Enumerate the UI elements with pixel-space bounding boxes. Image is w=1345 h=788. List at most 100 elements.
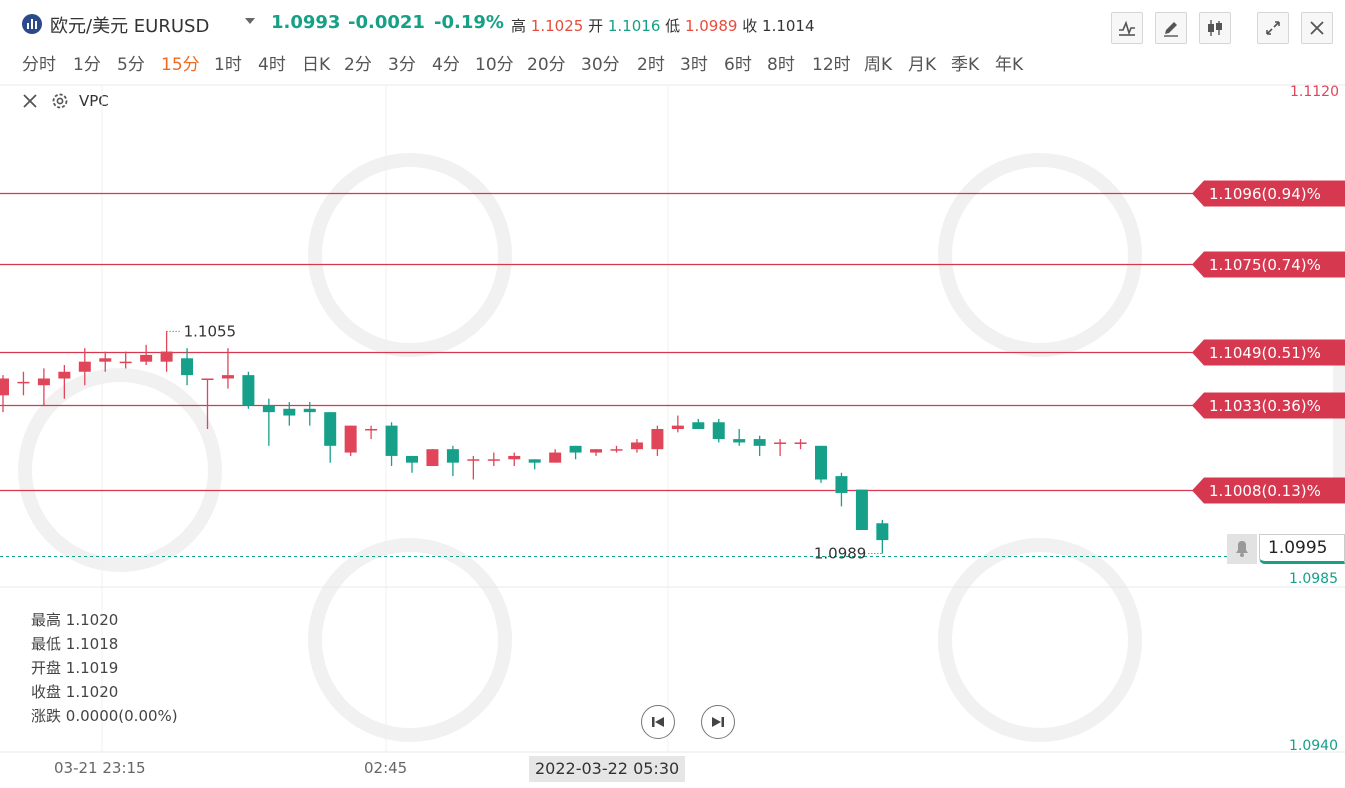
- candle-body-36: [733, 439, 746, 443]
- info-high-label: 最高: [31, 611, 62, 629]
- candle-body-41: [835, 476, 848, 493]
- interval-20[interactable]: 季K: [951, 55, 980, 75]
- open-label: 开: [588, 17, 604, 35]
- info-change-value: 0.0000(0.00%): [65, 707, 178, 725]
- price-axis-mid: 1.0985: [1289, 571, 1338, 587]
- candle-body-38: [774, 442, 787, 444]
- candle-body-30: [610, 449, 623, 451]
- indicator-button[interactable]: [1111, 12, 1143, 44]
- candle-body-12: [242, 375, 255, 406]
- interval-4[interactable]: 1时: [214, 55, 242, 75]
- candle-body-42: [855, 489, 868, 530]
- candle-body-34: [692, 422, 705, 429]
- price-change-pct: -0.19%: [434, 12, 504, 33]
- candle-style-button[interactable]: [1199, 12, 1231, 44]
- scroll-handle: [1333, 365, 1345, 485]
- gear-icon[interactable]: [50, 91, 70, 111]
- candle-body-31: [630, 442, 643, 450]
- interval-1[interactable]: 1分: [73, 55, 101, 75]
- candle-body-23: [467, 459, 480, 461]
- info-change: 涨跌 0.0000(0.00%): [31, 704, 178, 728]
- high-label: 高: [511, 17, 527, 35]
- candle-body-35: [712, 422, 725, 440]
- candle-body-2: [37, 378, 50, 386]
- candle-body-24: [487, 459, 500, 461]
- interval-9[interactable]: 4分: [432, 55, 460, 75]
- candle-body-26: [528, 459, 541, 463]
- close-label: 收: [742, 17, 758, 35]
- interval-15[interactable]: 6时: [724, 55, 752, 75]
- interval-6[interactable]: 日K: [302, 55, 331, 75]
- info-low-value: 1.1018: [65, 635, 119, 653]
- close-icon[interactable]: [22, 93, 38, 109]
- candle-body-21: [426, 449, 439, 467]
- level-label-0: 1.1096(0.94)%: [1209, 185, 1321, 203]
- symbol-name[interactable]: 欧元/美元 EURUSD: [50, 16, 210, 37]
- interval-3[interactable]: 15分: [161, 55, 200, 75]
- interval-5[interactable]: 4时: [258, 55, 286, 75]
- candle-body-9: [181, 358, 194, 376]
- bell-icon[interactable]: [1227, 534, 1257, 564]
- interval-18[interactable]: 周K: [864, 55, 893, 75]
- info-open: 开盘 1.1019: [31, 656, 178, 680]
- candle-body-3: [58, 371, 71, 379]
- interval-8[interactable]: 3分: [388, 55, 416, 75]
- price-change: -0.0021: [348, 12, 425, 33]
- fullscreen-button[interactable]: [1257, 12, 1289, 44]
- interval-17[interactable]: 12时: [812, 55, 851, 75]
- level-tag-0: [1192, 180, 1345, 207]
- candle-body-37: [753, 439, 766, 446]
- interval-13[interactable]: 2时: [637, 55, 665, 75]
- interval-0[interactable]: 分时: [22, 55, 56, 75]
- interval-12[interactable]: 30分: [581, 55, 620, 75]
- interval-2[interactable]: 5分: [117, 55, 145, 75]
- info-low: 最低 1.1018: [31, 632, 178, 656]
- interval-16[interactable]: 8时: [767, 55, 795, 75]
- level-tag-2: [1192, 339, 1345, 366]
- high-value: 1.1025: [530, 17, 584, 35]
- candle-body-7: [140, 354, 153, 362]
- close-button[interactable]: [1301, 12, 1333, 44]
- candle-body-22: [446, 449, 459, 463]
- fullscreen-icon: [1266, 21, 1280, 35]
- candle-body-1: [17, 381, 30, 384]
- current-price-tag[interactable]: 1.0995: [1227, 534, 1345, 564]
- indicator-name: VPC: [79, 92, 109, 110]
- chevron-down-icon[interactable]: [245, 18, 255, 24]
- time-label-start: 03-21 23:15: [54, 759, 146, 777]
- candle-body-11: [221, 375, 234, 379]
- draw-button[interactable]: [1155, 12, 1187, 44]
- candle-body-20: [406, 455, 418, 463]
- candle-body-8: [160, 351, 173, 362]
- candle-body-15: [303, 408, 316, 413]
- info-close: 收盘 1.1020: [31, 680, 178, 704]
- next-button[interactable]: [701, 705, 735, 739]
- candle-style-icon: [1208, 20, 1222, 36]
- info-low-label: 最低: [31, 635, 62, 653]
- level-label-2: 1.1049(0.51)%: [1209, 344, 1321, 362]
- prev-button[interactable]: [641, 705, 675, 739]
- level-tag-4: [1192, 477, 1345, 504]
- candle-body-40: [815, 445, 827, 480]
- low-value: 1.0989: [684, 17, 738, 35]
- interval-7[interactable]: 2分: [344, 55, 372, 75]
- header: 欧元/美元 EURUSD 1.0993 -0.0021 -0.19% 高 1.1…: [0, 0, 1345, 50]
- interval-14[interactable]: 3时: [680, 55, 708, 75]
- candle-body-39: [794, 442, 807, 444]
- candle-body-13: [262, 405, 275, 413]
- skip-forward-icon: [712, 717, 724, 727]
- skip-back-icon: [652, 717, 664, 727]
- interval-11[interactable]: 20分: [527, 55, 566, 75]
- info-close-value: 1.1020: [65, 683, 119, 701]
- interval-10[interactable]: 10分: [475, 55, 514, 75]
- interval-21[interactable]: 年K: [995, 55, 1024, 75]
- level-label-4: 1.1008(0.13)%: [1209, 482, 1321, 500]
- candle-body-33: [671, 425, 684, 429]
- interval-19[interactable]: 月K: [908, 55, 937, 75]
- price-axis-bottom: 1.0940: [1289, 738, 1338, 754]
- indicator-icon: [1119, 20, 1135, 36]
- info-open-label: 开盘: [31, 659, 62, 677]
- candle-body-28: [569, 445, 582, 453]
- candle-body-17: [344, 425, 357, 453]
